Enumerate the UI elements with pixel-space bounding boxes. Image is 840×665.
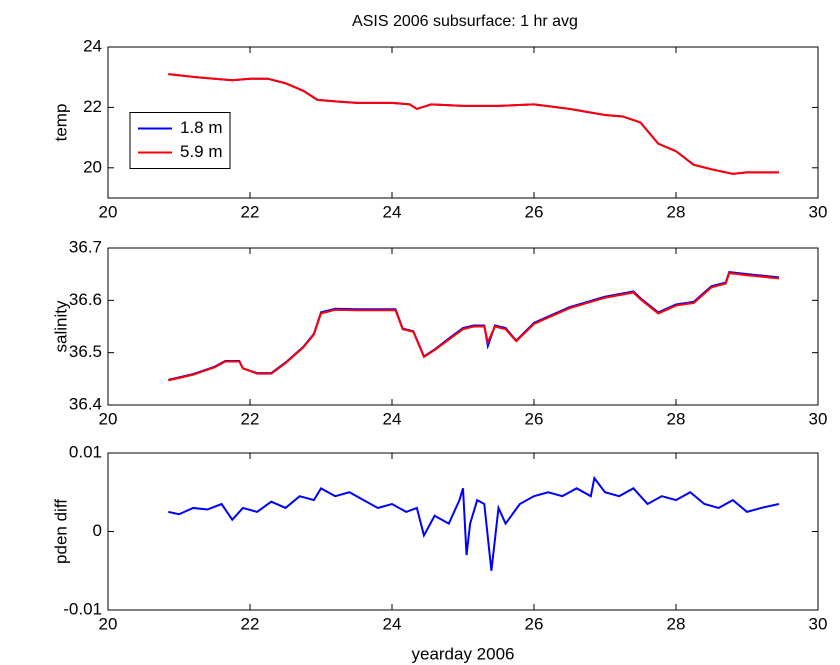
x-tick-label: 24	[383, 409, 402, 428]
y-tick-label: -0.01	[63, 599, 102, 618]
y-tick-label: 0.01	[69, 442, 102, 461]
x-tick-label: 28	[667, 614, 686, 633]
y-axis-label: temp	[51, 104, 70, 142]
y-tick-label: 36.4	[69, 394, 102, 413]
x-axis-label: yearday 2006	[411, 644, 514, 663]
y-tick-label: 24	[83, 36, 102, 55]
x-tick-label: 24	[383, 614, 402, 633]
y-tick-label: 36.5	[69, 342, 102, 361]
x-tick-label: 24	[383, 202, 402, 221]
x-tick-label: 30	[809, 202, 828, 221]
chart-title: ASIS 2006 subsurface: 1 hr avg	[352, 13, 578, 30]
x-tick-label: 22	[241, 614, 260, 633]
x-tick-label: 20	[99, 409, 118, 428]
data-line	[168, 475, 780, 571]
x-tick-label: 30	[809, 409, 828, 428]
y-tick-label: 0	[93, 521, 102, 540]
y-tick-label: 22	[83, 97, 102, 116]
x-tick-label: 22	[241, 409, 260, 428]
y-axis-label: salinity	[51, 300, 70, 352]
legend-label: 5.9 m	[180, 142, 223, 161]
plot-frame	[107, 46, 819, 199]
x-tick-label: 20	[99, 614, 118, 633]
x-tick-label: 28	[667, 409, 686, 428]
x-tick-label: 26	[525, 202, 544, 221]
data-line	[168, 272, 780, 382]
x-tick-label: 22	[241, 202, 260, 221]
legend-label: 1.8 m	[180, 118, 223, 137]
y-tick-label: 36.7	[69, 237, 102, 256]
x-tick-label: 30	[809, 614, 828, 633]
legend: 1.8 m 5.9 m	[129, 112, 231, 169]
x-tick-label: 26	[525, 409, 544, 428]
plot-frame	[107, 247, 819, 406]
x-tick-label: 26	[525, 614, 544, 633]
y-tick-label: 36.6	[69, 290, 102, 309]
y-axis-label: pden diff	[51, 499, 70, 564]
x-tick-label: 20	[99, 202, 118, 221]
plot-frame	[107, 452, 819, 611]
y-tick-label: 20	[83, 157, 102, 176]
x-tick-label: 28	[667, 202, 686, 221]
legend-box	[129, 112, 231, 169]
data-line	[168, 73, 779, 175]
